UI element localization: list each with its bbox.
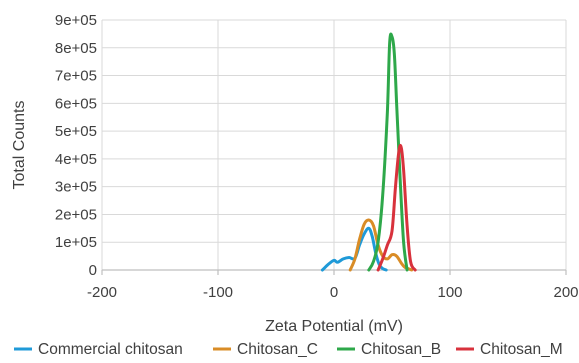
y-tick-label: 3e+05 [55, 179, 97, 196]
y-axis-title: Total Counts [11, 101, 28, 190]
y-tick-label: 4e+05 [55, 151, 97, 168]
y-tick-label: 0 [89, 262, 97, 279]
x-tick-labels: -200 -100 0 100 200 [87, 284, 579, 301]
series-lines [320, 32, 417, 272]
legend: Commercial chitosan Chitosan_C Chitosan_B C… [14, 341, 563, 358]
y-tick-label: 2e+05 [55, 206, 97, 223]
y-tick-label: 6e+05 [55, 95, 97, 112]
y-tick-labels: 0 1e+05 2e+05 3e+05 4e+05 5e+05 6e+05 7e+05 8e+0… [55, 12, 97, 279]
x-tick-label: -200 [87, 284, 117, 301]
legend-label-commercial-chitosan: Commercial chitosan [38, 341, 183, 358]
y-tick-label: 1e+05 [55, 234, 97, 251]
x-tick-label: 200 [553, 284, 578, 301]
x-axis-title: Zeta Potential (mV) [265, 318, 403, 335]
vertical-gridlines [101, 20, 567, 270]
series-line-chitosan-b [367, 32, 409, 272]
y-tick-label: 9e+05 [55, 12, 97, 29]
legend-label-chitosan-b: Chitosan_B [361, 341, 441, 358]
y-tick-label: 8e+05 [55, 40, 97, 57]
x-axis-line [101, 269, 567, 275]
x-tick-label: -100 [203, 284, 233, 301]
series-line-chitosan-m [376, 144, 417, 272]
x-tick-label: 100 [437, 284, 462, 301]
y-tick-label: 7e+05 [55, 68, 97, 85]
x-tick-label: 0 [330, 284, 338, 301]
y-tick-label: 5e+05 [55, 123, 97, 140]
legend-label-chitosan-m: Chitosan_M [480, 341, 563, 358]
legend-label-chitosan-c: Chitosan_C [237, 341, 318, 358]
horizontal-gridlines [102, 19, 566, 243]
